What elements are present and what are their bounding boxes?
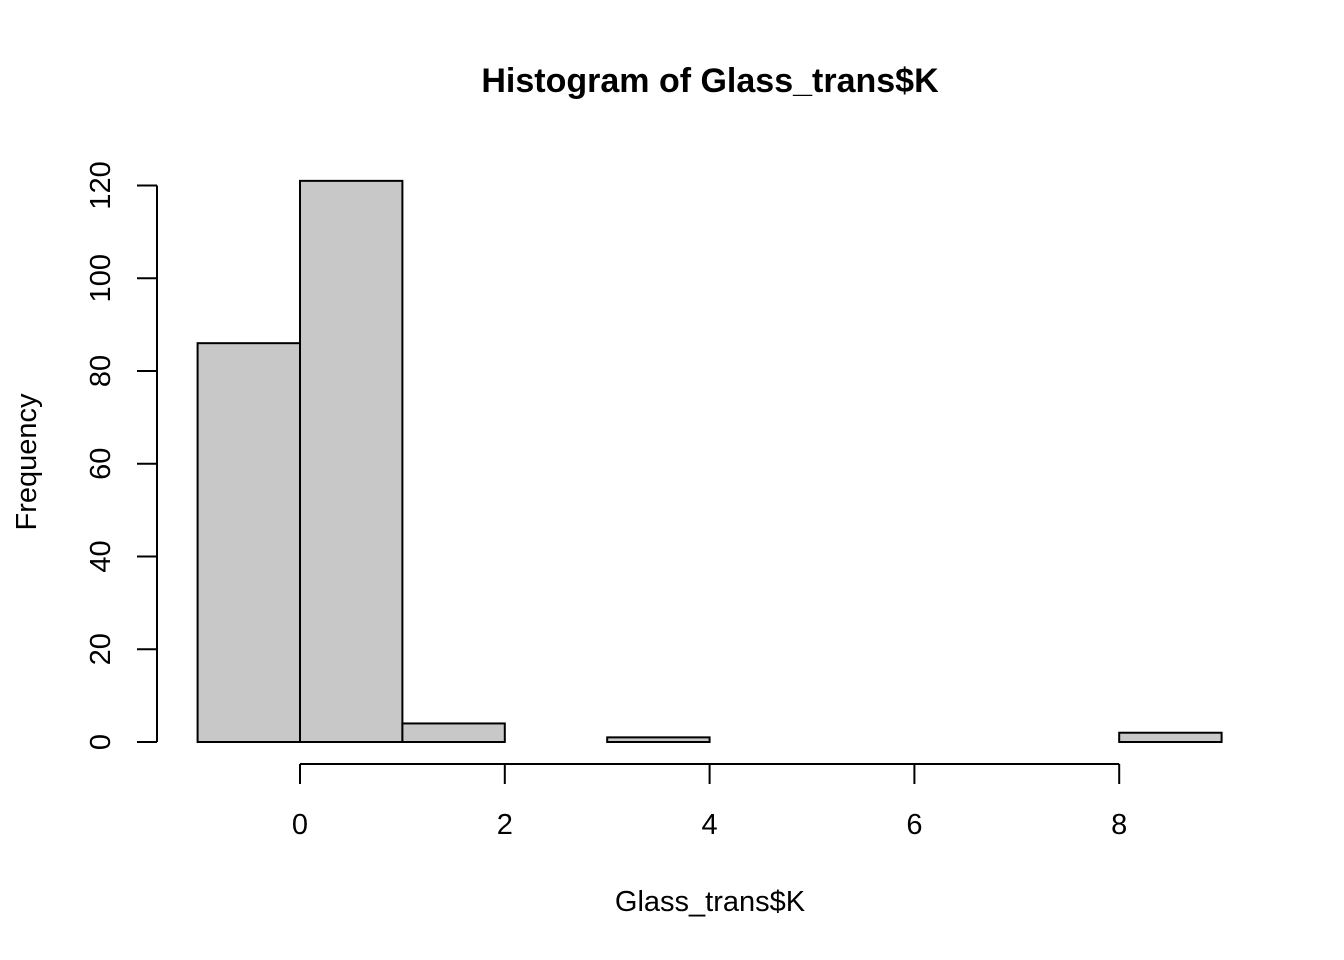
x-tick-label: 0: [292, 809, 308, 841]
x-tick-label: 8: [1111, 809, 1127, 841]
histogram-bar: [606, 736, 711, 743]
y-tick-label: 120: [85, 161, 117, 209]
y-tick-label: 40: [85, 540, 117, 572]
x-axis-label: Glass_trans$K: [615, 886, 806, 918]
histogram-bar: [401, 722, 506, 744]
bars-group: [196, 179, 1223, 744]
x-tick-label: 6: [906, 809, 922, 841]
y-tick-label: 80: [85, 355, 117, 387]
histogram-bar: [196, 342, 302, 743]
x-tick-label: 4: [702, 809, 718, 841]
y-axis: 0 20 40 60 80 100 120: [85, 161, 158, 750]
x-tick-label: 2: [497, 809, 513, 841]
y-tick-label: 100: [85, 254, 117, 302]
y-axis-label: Frequency: [11, 393, 43, 531]
y-tick-label: 0: [85, 734, 117, 750]
histogram-bar: [1118, 731, 1223, 743]
y-tick-label: 60: [85, 448, 117, 480]
y-tick-label: 20: [85, 633, 117, 665]
chart-title: Histogram of Glass_trans$K: [481, 62, 939, 100]
histogram-bar: [299, 179, 404, 744]
x-axis: 0 2 4 6 8: [292, 763, 1127, 841]
